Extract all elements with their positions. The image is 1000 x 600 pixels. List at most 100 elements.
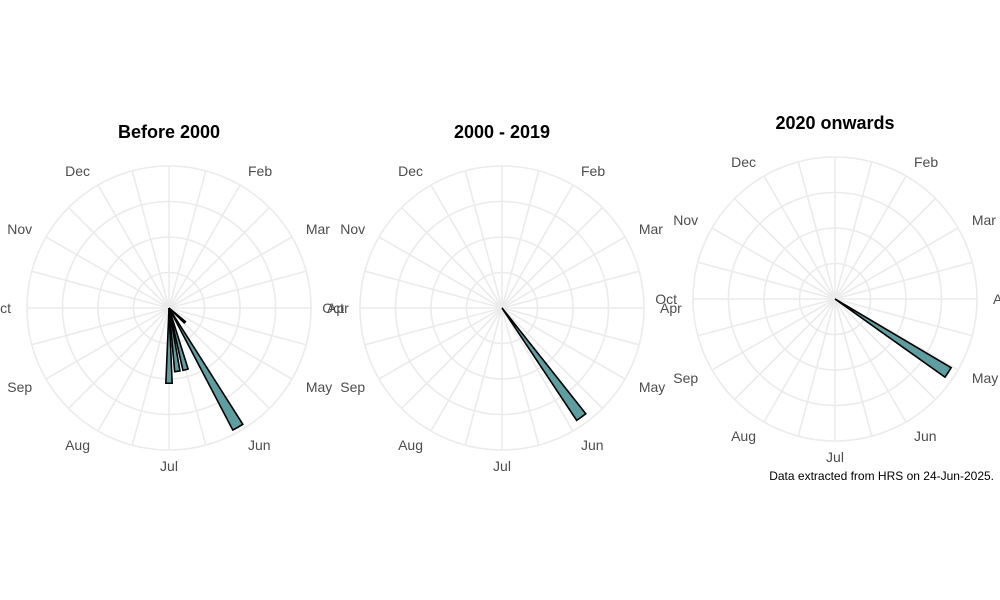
month-label-may: May	[639, 379, 665, 395]
month-label-aug: Aug	[65, 437, 90, 453]
grid-spoke	[168, 307, 270, 409]
month-label-apr: Apr	[660, 300, 682, 316]
grid-spoke	[430, 307, 503, 432]
month-label-mar: Mar	[639, 221, 663, 237]
month-label-dec: Dec	[731, 154, 756, 170]
rose-wedge	[501, 307, 587, 422]
grid-spoke	[501, 307, 540, 446]
month-label-sep: Sep	[673, 370, 698, 386]
grid-spoke	[68, 307, 170, 409]
month-label-apr: Apr	[327, 300, 349, 316]
month-label-sep: Sep	[7, 379, 32, 395]
panel-title: Before 2000	[118, 122, 220, 142]
grid-spoke	[501, 307, 603, 409]
grid-spoke	[697, 298, 836, 337]
grid-spoke	[31, 270, 170, 309]
grid-spoke	[378, 236, 503, 309]
grid-spoke	[364, 270, 503, 309]
month-label-feb: Feb	[914, 154, 938, 170]
grid-spoke	[501, 307, 640, 346]
grid-spoke	[168, 307, 293, 380]
rose-panel-3: 2020 onwards Feb Mar Apr May Jun Jul Aug Sep Oct N…	[655, 113, 1000, 465]
grid-spoke	[834, 261, 973, 300]
month-label-nov: Nov	[673, 212, 698, 228]
month-label-mar: Mar	[306, 221, 330, 237]
grid-spoke	[45, 307, 170, 380]
grid-spoke	[834, 198, 936, 300]
grid-spoke	[834, 298, 873, 437]
data-source-caption: Data extracted from HRS on 24-Jun-2025.	[769, 469, 994, 483]
month-label-feb: Feb	[581, 163, 605, 179]
month-label-oct: Oct	[0, 300, 11, 316]
rose-wedge	[834, 298, 953, 379]
month-label-dec: Dec	[65, 163, 90, 179]
month-label-jul: Jul	[160, 458, 178, 474]
grid-spoke	[501, 307, 626, 380]
grid-spoke	[430, 184, 503, 309]
rose-panel-1: Before 2000 Feb Mar Apr May Jun Jul Aug Sep Oct No…	[0, 122, 349, 474]
month-label-oct: Oct	[322, 300, 344, 316]
grid-spoke	[464, 170, 503, 309]
month-label-sep: Sep	[340, 379, 365, 395]
grid-spoke	[401, 207, 503, 309]
month-label-feb: Feb	[248, 163, 272, 179]
month-label-jul: Jul	[826, 449, 844, 465]
month-label-may: May	[972, 370, 998, 386]
month-label-apr: Apr	[993, 291, 1000, 307]
rose-wedge	[168, 307, 244, 432]
grid-spoke	[168, 307, 307, 346]
grid-spoke	[501, 170, 540, 309]
grid-spoke	[501, 236, 626, 309]
grid-spoke	[797, 161, 836, 300]
grid-spoke	[834, 227, 959, 300]
grid-spoke	[364, 307, 503, 346]
grid-spoke	[464, 307, 503, 446]
grid-spoke	[834, 298, 973, 337]
grid-spoke	[168, 184, 241, 309]
grid-spoke	[763, 298, 836, 423]
grid-spoke	[734, 198, 836, 300]
month-label-jun: Jun	[914, 428, 937, 444]
month-label-mar: Mar	[972, 212, 996, 228]
grid-spoke	[168, 270, 307, 309]
rose-wedge	[168, 307, 190, 372]
rose-panel-2: 2000 - 2019 Feb Mar Apr May Jun Jul Aug Sep Oct No…	[322, 122, 682, 474]
grid-spoke	[711, 227, 836, 300]
grid-spoke	[834, 175, 907, 300]
month-label-nov: Nov	[340, 221, 365, 237]
grid-spoke	[711, 298, 836, 371]
grid-spoke	[763, 175, 836, 300]
grid-spoke	[168, 207, 270, 309]
rose-wedge	[165, 307, 173, 385]
month-label-dec: Dec	[398, 163, 423, 179]
grid-spoke	[501, 207, 603, 309]
grid-spoke	[131, 307, 170, 446]
panel-title: 2020 onwards	[775, 113, 894, 133]
grid-spoke	[834, 298, 907, 423]
grid-spoke	[834, 298, 936, 400]
grid-spoke	[834, 161, 873, 300]
grid-spoke	[45, 236, 170, 309]
month-label-jul: Jul	[493, 458, 511, 474]
rose-wedge	[168, 307, 187, 325]
month-label-may: May	[306, 379, 332, 395]
grid-spoke	[168, 170, 207, 309]
grid-spoke	[378, 307, 503, 380]
month-label-aug: Aug	[398, 437, 423, 453]
grid-spoke	[734, 298, 836, 400]
grid-spoke	[501, 270, 640, 309]
month-label-jun: Jun	[248, 437, 271, 453]
month-label-jun: Jun	[581, 437, 604, 453]
panel-title: 2000 - 2019	[454, 122, 550, 142]
grid-spoke	[31, 307, 170, 346]
grid-spoke	[697, 261, 836, 300]
grid-spoke	[131, 170, 170, 309]
grid-spoke	[97, 184, 170, 309]
grid-spoke	[168, 236, 293, 309]
grid-spoke	[68, 207, 170, 309]
grid-spoke	[401, 307, 503, 409]
grid-spoke	[97, 307, 170, 432]
month-label-aug: Aug	[731, 428, 756, 444]
grid-spoke	[797, 298, 836, 437]
